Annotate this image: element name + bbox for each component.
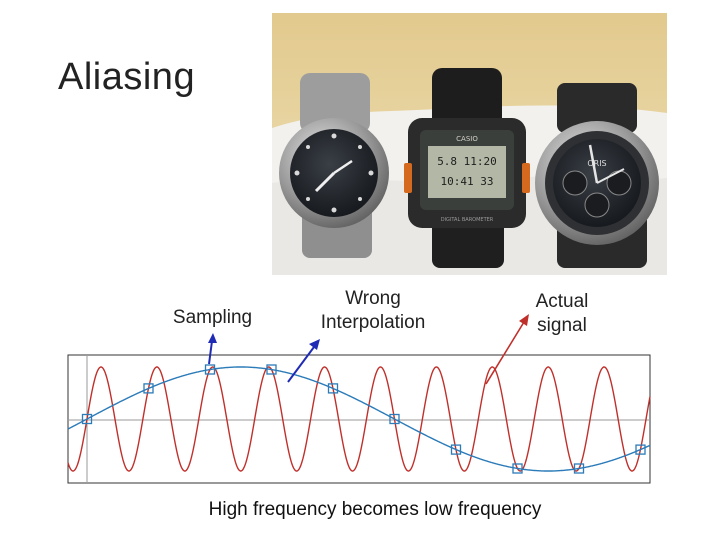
sample-marker — [81, 413, 93, 425]
watches-photo: CASIO 5.8 11:20 10:41 33 DIGITAL BAROMET… — [272, 13, 667, 275]
sample-marker — [143, 383, 154, 394]
sample-marker — [512, 463, 523, 474]
actual-signal-arrow — [485, 314, 529, 385]
wrong-interpolation-label: Wrong Interpolation — [320, 288, 426, 333]
sampling-label: Sampling — [172, 307, 253, 328]
sample-marker — [204, 364, 216, 375]
sample-marker — [573, 463, 585, 474]
svg-text:ORIS: ORIS — [587, 159, 606, 168]
slide-title: Aliasing — [58, 56, 196, 98]
actual-signal-label: Actual signal — [535, 291, 589, 336]
interpolated-signal-curve — [67, 366, 651, 472]
sample-marker — [327, 383, 339, 394]
sample-marker — [450, 444, 462, 455]
actual-signal-curve — [67, 366, 651, 472]
analog-watch-icon — [279, 73, 389, 258]
svg-text:10:41 33: 10:41 33 — [441, 175, 494, 188]
sample-marker — [635, 444, 646, 455]
sampling-arrow — [208, 333, 217, 365]
sample-marker — [266, 364, 277, 375]
svg-text:DIGITAL BAROMETER: DIGITAL BAROMETER — [441, 217, 494, 223]
chronograph-watch-icon: ORIS — [535, 83, 659, 268]
caption: High frequency becomes low frequency — [208, 499, 542, 520]
svg-text:CASIO: CASIO — [456, 135, 478, 143]
sample-marker — [389, 413, 400, 425]
svg-text:5.8 11:20: 5.8 11:20 — [437, 155, 497, 168]
wrong-interpolation-arrow — [287, 339, 320, 383]
digital-watch-icon: CASIO 5.8 11:20 10:41 33 DIGITAL BAROMET… — [404, 68, 530, 268]
